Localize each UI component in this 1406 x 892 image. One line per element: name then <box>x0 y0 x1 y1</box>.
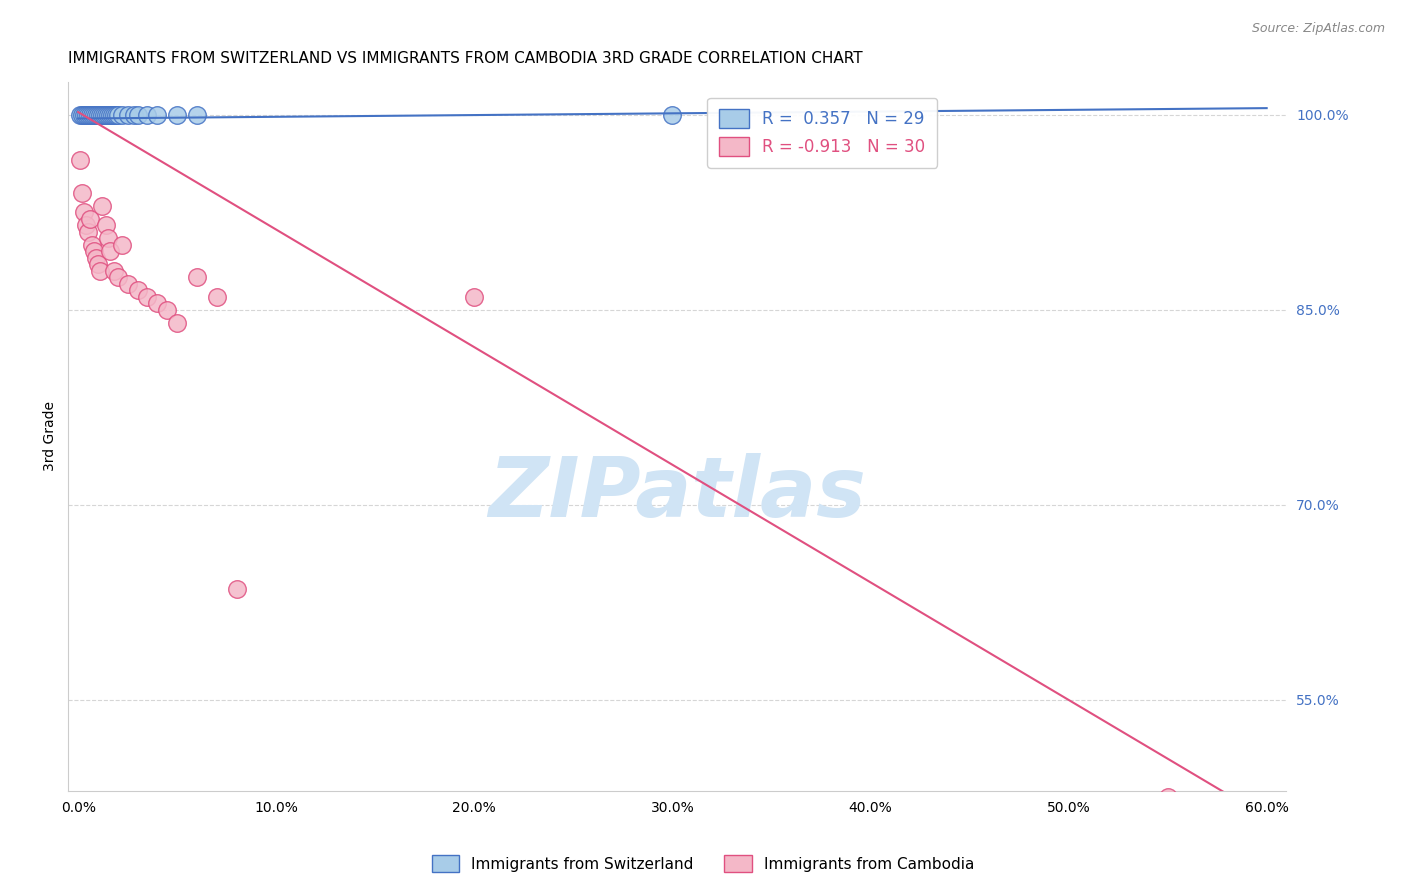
Point <box>661 108 683 122</box>
Point <box>463 290 485 304</box>
Point <box>127 108 149 122</box>
Point <box>73 108 96 122</box>
Point <box>89 108 111 122</box>
Point <box>84 251 107 265</box>
Point <box>136 290 159 304</box>
Point <box>79 108 101 122</box>
Point <box>87 257 110 271</box>
Point <box>146 108 169 122</box>
Text: Source: ZipAtlas.com: Source: ZipAtlas.com <box>1251 22 1385 36</box>
Point <box>117 108 139 122</box>
Point <box>97 108 120 122</box>
Point <box>94 218 117 232</box>
Point <box>107 108 129 122</box>
Point <box>94 108 117 122</box>
Point <box>70 186 93 200</box>
Point <box>70 108 93 122</box>
Point <box>90 199 112 213</box>
Point <box>69 108 91 122</box>
Point <box>84 108 107 122</box>
Point <box>87 108 110 122</box>
Point <box>205 290 228 304</box>
Point <box>103 108 125 122</box>
Point <box>122 108 145 122</box>
Point <box>75 218 97 232</box>
Point <box>101 108 124 122</box>
Point <box>97 231 120 245</box>
Point <box>83 108 105 122</box>
Point <box>117 277 139 291</box>
Y-axis label: 3rd Grade: 3rd Grade <box>44 401 58 472</box>
Point <box>146 296 169 310</box>
Point <box>80 237 103 252</box>
Point <box>77 225 100 239</box>
Point <box>136 108 159 122</box>
Point <box>166 108 188 122</box>
Point <box>69 153 91 168</box>
Point <box>186 108 208 122</box>
Point <box>98 244 121 259</box>
Point <box>104 108 127 122</box>
Legend: Immigrants from Switzerland, Immigrants from Cambodia: Immigrants from Switzerland, Immigrants … <box>425 847 981 880</box>
Point <box>107 270 129 285</box>
Text: ZIPatlas: ZIPatlas <box>488 452 866 533</box>
Point <box>103 263 125 277</box>
Point <box>90 108 112 122</box>
Point <box>98 108 121 122</box>
Point <box>111 237 134 252</box>
Point <box>156 302 179 317</box>
Point <box>73 205 96 219</box>
Point <box>111 108 134 122</box>
Point <box>1156 790 1178 805</box>
Point <box>77 108 100 122</box>
Point <box>83 244 105 259</box>
Point <box>89 263 111 277</box>
Point <box>127 283 149 297</box>
Point <box>75 108 97 122</box>
Point <box>186 270 208 285</box>
Point <box>80 108 103 122</box>
Point <box>93 108 115 122</box>
Point <box>79 211 101 226</box>
Point <box>166 316 188 330</box>
Point <box>225 582 247 597</box>
Text: IMMIGRANTS FROM SWITZERLAND VS IMMIGRANTS FROM CAMBODIA 3RD GRADE CORRELATION CH: IMMIGRANTS FROM SWITZERLAND VS IMMIGRANT… <box>69 51 863 66</box>
Point <box>1166 797 1188 811</box>
Legend: R =  0.357   N = 29, R = -0.913   N = 30: R = 0.357 N = 29, R = -0.913 N = 30 <box>707 97 936 168</box>
